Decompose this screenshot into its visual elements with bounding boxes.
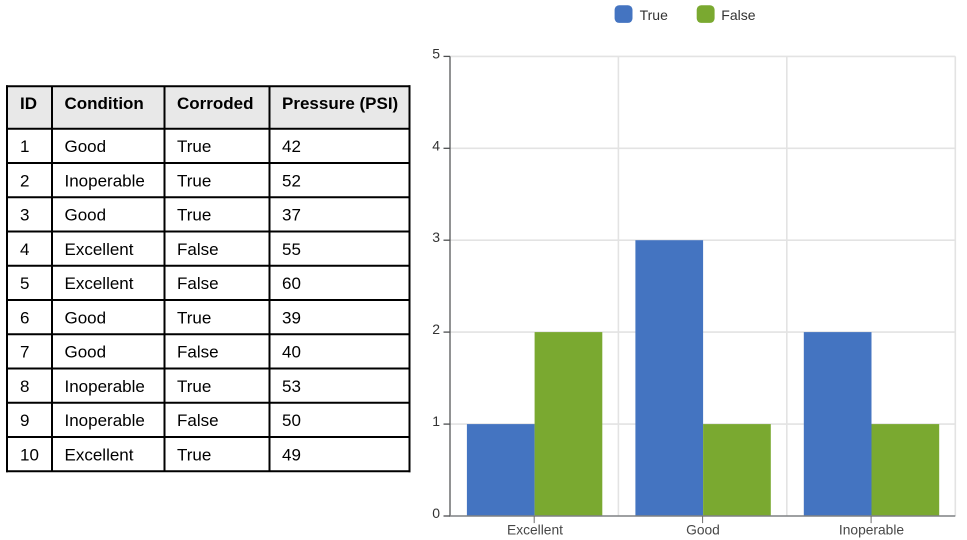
svg-text:3: 3	[432, 229, 440, 245]
svg-text:50: 50	[282, 411, 301, 430]
svg-text:42: 42	[282, 137, 301, 156]
svg-text:False: False	[721, 7, 755, 23]
svg-text:False: False	[177, 343, 219, 362]
svg-text:True: True	[177, 445, 211, 464]
svg-text:3: 3	[20, 206, 29, 225]
svg-text:Good: Good	[65, 343, 107, 362]
svg-text:40: 40	[282, 343, 301, 362]
svg-text:55: 55	[282, 240, 301, 259]
svg-text:Excellent: Excellent	[65, 274, 134, 293]
svg-text:Condition: Condition	[65, 94, 144, 113]
svg-text:Inoperable: Inoperable	[65, 411, 145, 430]
svg-text:True: True	[177, 308, 211, 327]
svg-text:1: 1	[20, 137, 29, 156]
svg-text:52: 52	[282, 171, 301, 190]
svg-text:39: 39	[282, 308, 301, 327]
svg-text:ID: ID	[20, 94, 37, 113]
svg-text:Inoperable: Inoperable	[839, 523, 905, 538]
svg-text:49: 49	[282, 445, 301, 464]
svg-text:Excellent: Excellent	[65, 445, 134, 464]
svg-text:Good: Good	[65, 137, 107, 156]
svg-text:Good: Good	[65, 206, 107, 225]
svg-text:Good: Good	[686, 523, 720, 538]
svg-text:7: 7	[20, 343, 29, 362]
svg-text:True: True	[640, 7, 668, 23]
svg-text:True: True	[177, 171, 211, 190]
svg-text:10: 10	[20, 445, 39, 464]
svg-text:Pressure (PSI): Pressure (PSI)	[282, 94, 398, 113]
svg-text:37: 37	[282, 206, 301, 225]
svg-text:True: True	[177, 206, 211, 225]
svg-text:0: 0	[432, 505, 440, 521]
svg-text:True: True	[177, 137, 211, 156]
svg-text:False: False	[177, 411, 219, 430]
svg-text:False: False	[177, 274, 219, 293]
svg-text:5: 5	[20, 274, 29, 293]
svg-text:53: 53	[282, 377, 301, 396]
svg-text:1: 1	[432, 413, 440, 429]
svg-text:2: 2	[432, 321, 440, 337]
svg-text:Good: Good	[65, 308, 107, 327]
svg-text:4: 4	[432, 137, 440, 153]
svg-text:4: 4	[20, 240, 29, 259]
svg-text:Excellent: Excellent	[65, 240, 134, 259]
svg-text:9: 9	[20, 411, 29, 430]
svg-text:2: 2	[20, 171, 29, 190]
svg-text:Excellent: Excellent	[507, 523, 563, 538]
svg-text:False: False	[177, 240, 219, 259]
svg-text:Inoperable: Inoperable	[65, 377, 145, 396]
svg-text:True: True	[177, 377, 211, 396]
svg-text:5: 5	[432, 45, 440, 61]
svg-text:60: 60	[282, 274, 301, 293]
svg-text:Inoperable: Inoperable	[65, 171, 145, 190]
svg-text:6: 6	[20, 308, 29, 327]
svg-text:Corroded: Corroded	[177, 94, 254, 113]
svg-text:8: 8	[20, 377, 29, 396]
